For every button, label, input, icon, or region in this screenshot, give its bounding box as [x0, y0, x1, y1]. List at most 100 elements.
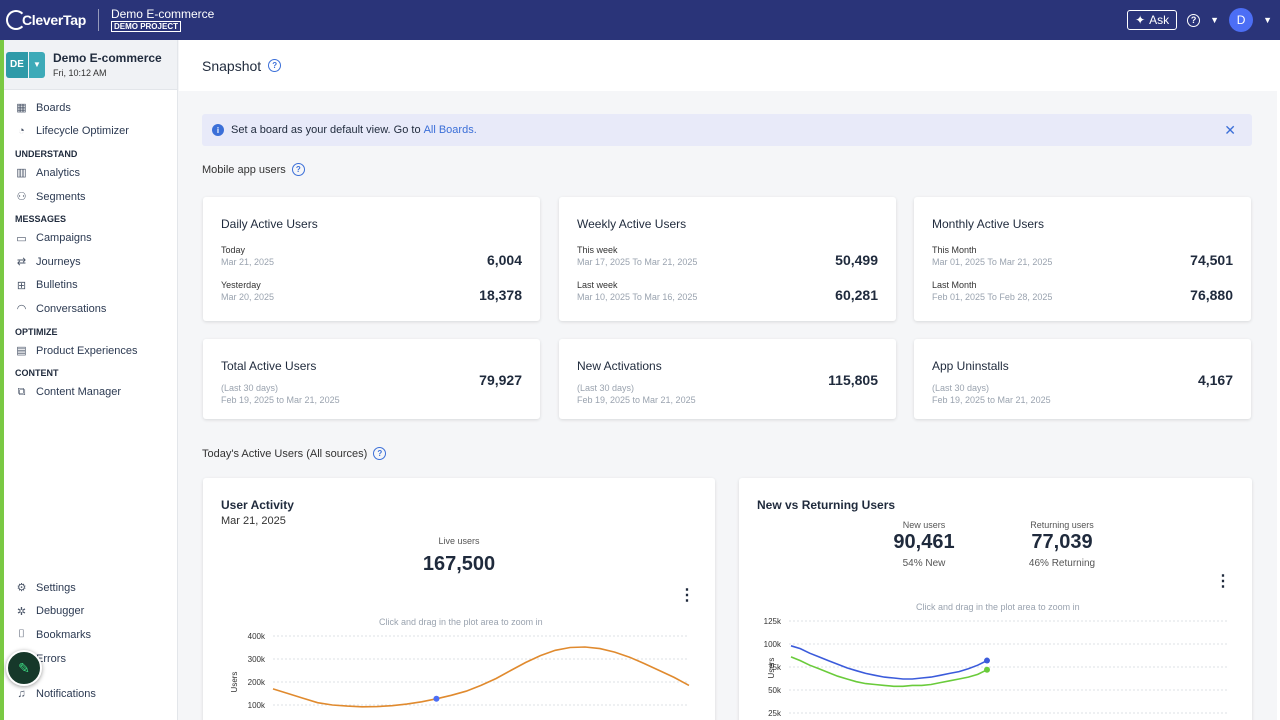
- bookmark-icon: ⌷: [18, 628, 25, 641]
- sidebar-item-label: Product Experiences: [36, 344, 138, 357]
- section-understand: UNDERSTAND: [15, 149, 78, 160]
- info-icon: i: [212, 124, 224, 136]
- series-end-dot[interactable]: [984, 666, 990, 673]
- segments-icon: ⚇: [16, 191, 27, 204]
- sidebar-item-lifecycle-optimizer[interactable]: ◔ Lifecycle Optimizer: [4, 120, 178, 144]
- sidebar-item-settings[interactable]: ⚙ Settings: [4, 576, 178, 600]
- metric-row: This Month Mar 01, 2025 To Mar 21, 2025 …: [932, 245, 1233, 271]
- new-users-block: New users 90,461 54% New: [879, 520, 969, 569]
- returning-users-value: 77,039: [1031, 531, 1093, 553]
- sidebar-item-bookmarks[interactable]: ⌷ Bookmarks: [4, 623, 178, 647]
- metric-value: 79,927: [479, 372, 522, 388]
- section-label: Today's Active Users (All sources): [202, 447, 368, 460]
- sidebar-item-notifications[interactable]: ♫ Notifications: [4, 682, 178, 706]
- period-label: (Last 30 days): [932, 383, 990, 393]
- metric-label: This week: [577, 245, 618, 255]
- sidebar: DE ▼ Demo E-commerce Fri, 10:12 AM ▦ Boa…: [4, 40, 178, 720]
- all-boards-link[interactable]: All Boards.: [423, 124, 477, 136]
- metric-label: Today: [221, 245, 246, 255]
- edit-fab-button[interactable]: ✎: [6, 650, 42, 686]
- returning-users-block: Returning users 77,039 46% Returning: [1007, 520, 1117, 569]
- lifecycle-icon: ◔: [18, 125, 25, 138]
- metric-row: Today Mar 21, 2025 6,004: [221, 245, 522, 271]
- new-vs-returning-chart[interactable]: 125k 100k 75k 50k 25k Users: [739, 610, 1252, 720]
- mobile-section-title: Mobile app users ?: [202, 163, 305, 176]
- close-icon[interactable]: ✕: [1224, 122, 1236, 138]
- project-time: Fri, 10:12 AM: [53, 68, 107, 78]
- series-end-dot[interactable]: [984, 657, 990, 664]
- new-activations-card: New Activations (Last 30 days) Feb 19, 2…: [559, 339, 896, 419]
- campaigns-icon: ▭: [16, 232, 27, 245]
- page-header: Snapshot ?: [179, 40, 1277, 91]
- sidebar-item-journeys[interactable]: ⇄ Journeys: [4, 250, 178, 274]
- new-users-value: 90,461: [893, 531, 955, 553]
- metric-label: Last Month: [932, 280, 977, 290]
- bell-icon: ♫: [17, 688, 26, 701]
- period-date: Feb 19, 2025 to Mar 21, 2025: [577, 395, 696, 405]
- metric-date: Mar 10, 2025 To Mar 16, 2025: [577, 292, 698, 302]
- accent-bar: [0, 0, 4, 720]
- chevron-down-icon[interactable]: ▼: [1210, 15, 1220, 25]
- returning-users-label: Returning users: [1030, 520, 1094, 530]
- new-users-pct: 54% New: [902, 558, 946, 569]
- sidebar-item-label: Campaigns: [36, 232, 92, 245]
- card-title: Daily Active Users: [221, 217, 318, 231]
- sidebar-item-analytics[interactable]: ▥ Analytics: [4, 161, 178, 185]
- metric-label: This Month: [932, 245, 977, 255]
- y-axis-label: Users: [230, 672, 239, 693]
- sparkle-icon: ✦: [1135, 13, 1146, 27]
- sidebar-item-conversations[interactable]: ◠ Conversations: [4, 297, 178, 321]
- metric-row: This week Mar 17, 2025 To Mar 21, 2025 5…: [577, 245, 878, 271]
- help-icon[interactable]: ?: [373, 447, 387, 460]
- ask-button[interactable]: ✦ Ask: [1127, 10, 1178, 30]
- more-options-icon[interactable]: ⋮: [679, 587, 695, 604]
- card-title: App Uninstalls: [932, 359, 1009, 373]
- series-line: [272, 646, 690, 708]
- sidebar-item-content-manager[interactable]: ⧉ Content Manager: [4, 380, 178, 404]
- period-date: Feb 19, 2025 to Mar 21, 2025: [221, 395, 340, 405]
- y-tick-label: 25k: [768, 709, 782, 718]
- chevron-down-icon[interactable]: ▼: [29, 51, 45, 78]
- user-activity-card: User Activity Mar 21, 2025 Live users 16…: [203, 478, 715, 720]
- sidebar-item-campaigns[interactable]: ▭ Campaigns: [4, 226, 178, 250]
- user-activity-chart[interactable]: 400k 300k 200k 100k Users: [203, 626, 715, 720]
- sidebar-item-product-experiences[interactable]: ▤ Product Experiences: [4, 339, 178, 363]
- sidebar-item-debugger[interactable]: ✲ Debugger: [4, 600, 178, 624]
- live-users-block: Live users 167,500: [203, 536, 715, 576]
- metric-value: 18,378: [479, 287, 522, 303]
- help-icon[interactable]: ?: [268, 59, 282, 72]
- project-switcher[interactable]: DE ▼ Demo E-commerce Fri, 10:12 AM: [4, 40, 177, 90]
- y-tick-label: 300k: [248, 655, 266, 664]
- zoom-hint: Click and drag in the plot area to zoom …: [379, 617, 543, 627]
- sidebar-item-boards[interactable]: ▦ Boards: [4, 96, 178, 120]
- help-icon[interactable]: ?: [291, 163, 305, 176]
- avatar[interactable]: D: [1229, 8, 1254, 32]
- journeys-icon: ⇄: [16, 256, 27, 269]
- sidebar-item-label: Boards: [36, 101, 71, 114]
- product-experiences-icon: ▤: [16, 345, 27, 358]
- chevron-down-icon[interactable]: ▼: [1263, 15, 1272, 25]
- metric-date: Mar 21, 2025: [221, 257, 275, 267]
- banner-text: Set a board as your default view. Go to: [231, 124, 421, 136]
- scroll-edge: [1277, 40, 1280, 720]
- boards-icon: ▦: [16, 102, 27, 115]
- bulletins-icon: ⊞: [16, 279, 27, 292]
- metric-period: (Last 30 days) Feb 19, 2025 to Mar 21, 2…: [577, 382, 696, 406]
- metric-value: 60,281: [835, 287, 878, 303]
- sidebar-item-bulletins[interactable]: ⊞ Bulletins: [4, 274, 178, 298]
- current-time-marker[interactable]: [433, 695, 440, 702]
- card-title: Total Active Users: [221, 359, 317, 373]
- clevertap-logo[interactable]: CleverTap: [6, 10, 86, 30]
- sidebar-item-label: Conversations: [36, 302, 107, 315]
- help-icon[interactable]: ?: [1187, 13, 1201, 27]
- sidebar-item-segments[interactable]: ⚇ Segments: [4, 185, 178, 209]
- metric-value: 115,805: [828, 372, 878, 388]
- card-title: User Activity: [221, 498, 294, 512]
- section-optimize: OPTIMIZE: [15, 326, 58, 337]
- live-users-label: Live users: [438, 536, 480, 546]
- sidebar-item-label: Bulletins: [36, 279, 78, 292]
- y-tick-label: 50k: [768, 686, 782, 695]
- logo-icon: [6, 10, 26, 30]
- more-options-icon[interactable]: ⋮: [1215, 573, 1231, 590]
- metric-date: Mar 17, 2025 To Mar 21, 2025: [577, 257, 698, 267]
